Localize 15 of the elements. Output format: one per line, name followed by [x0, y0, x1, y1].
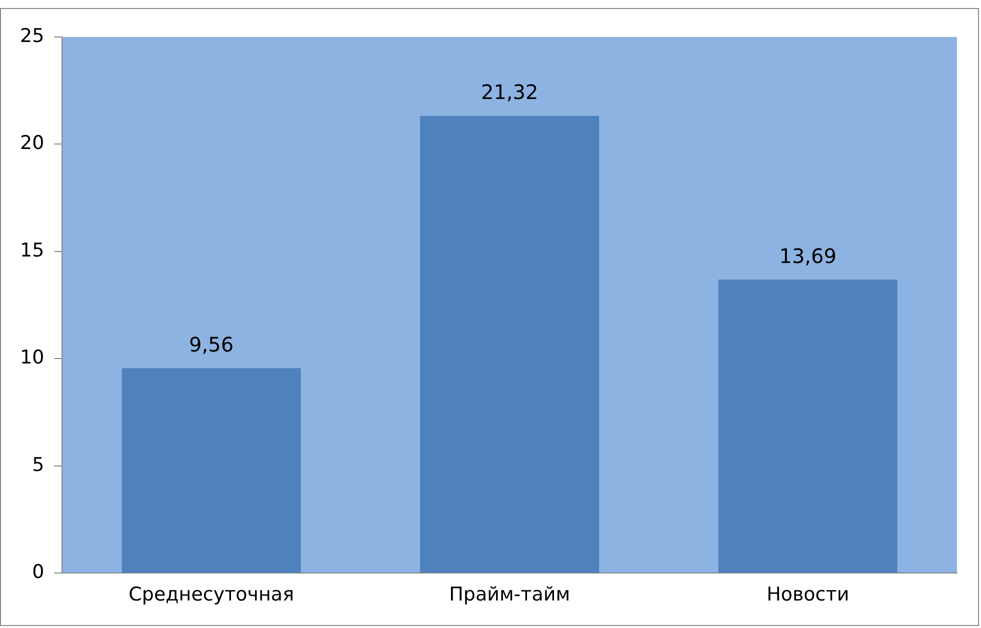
x-tick-label: Новости: [766, 584, 850, 606]
bar: [420, 116, 600, 573]
y-tick-label: 0: [32, 561, 44, 584]
x-tick-label: Прайм-тайм: [449, 584, 570, 606]
y-tick-label: 10: [20, 346, 44, 369]
bar: [718, 280, 898, 573]
data-label: 9,56: [189, 332, 234, 356]
y-tick-label: 15: [20, 239, 44, 262]
y-tick-label: 25: [20, 24, 44, 47]
y-tick-label: 20: [20, 132, 44, 154]
x-tick-label: Среднесуточная: [128, 584, 294, 606]
data-label: 21,32: [480, 80, 538, 104]
y-tick-label: 5: [32, 454, 44, 476]
data-label: 13,69: [779, 244, 836, 268]
bar: [122, 368, 301, 573]
